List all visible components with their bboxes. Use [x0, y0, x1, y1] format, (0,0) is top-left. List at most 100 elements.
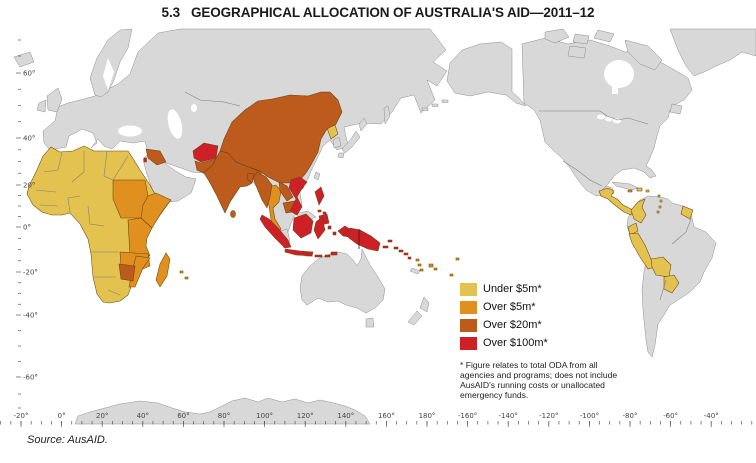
- legend-swatch-over100m: [460, 336, 477, 350]
- region-fiji: [433, 267, 438, 271]
- legend-item-over100m: Over $100m*: [460, 336, 548, 350]
- legend-item-over20m: Over $20m*: [460, 318, 548, 332]
- region-ireland: [36, 99, 47, 113]
- lon-axis-label: -100°: [580, 412, 599, 420]
- region-newfoundland: [669, 103, 683, 115]
- region-vanuatu: [419, 268, 424, 272]
- caspian-sea: [167, 109, 183, 139]
- legend-label: Under $5m*: [483, 283, 542, 295]
- region-iraq: [145, 148, 167, 166]
- region-reunion: [184, 276, 189, 280]
- region-vanuatu: [415, 258, 420, 262]
- aleutian-islands: [431, 103, 439, 107]
- lesser-antilles: [657, 194, 661, 198]
- lat-axis-label: 40°: [23, 135, 35, 143]
- region-zimbabwe: [118, 263, 136, 282]
- lon-axis-label: 40°: [137, 412, 149, 420]
- region-solomon-islands: [403, 252, 409, 256]
- lon-axis-label: -20°: [14, 412, 29, 420]
- region-scandinavia: [89, 28, 133, 98]
- region-baffin: [624, 39, 663, 71]
- legend-swatch-over20m: [460, 318, 477, 332]
- lon-axis-label: -40°: [704, 412, 719, 420]
- region-myanmar: [252, 171, 273, 209]
- region-cuba: [611, 181, 639, 191]
- legend-swatch-over5m: [460, 300, 477, 314]
- region-new-caledonia: [409, 267, 421, 275]
- lat-axis-label: -40°: [23, 312, 38, 320]
- lon-axis-label: -120°: [539, 412, 558, 420]
- region-lesser-sundas: [305, 253, 313, 257]
- latitude-axis: 60° 40° 20° 0° -20° -40° -60°: [16, 39, 38, 409]
- legend-label: Over $20m*: [483, 319, 542, 331]
- figure-title: 5.3 GEOGRAPHICAL ALLOCATION OF AUSTRALIA…: [161, 5, 595, 20]
- region-south-korea: [332, 136, 342, 149]
- region-uk: [46, 87, 63, 113]
- region-taiwan: [313, 171, 321, 181]
- region-vanuatu: [417, 263, 422, 267]
- region-solomon-islands: [393, 246, 399, 250]
- region-mauritius: [179, 270, 184, 274]
- region-indonesia-sulawesi: [313, 216, 326, 240]
- region-ethiopia-somalia: [140, 192, 172, 229]
- region-puerto-rico: [645, 189, 650, 193]
- region-palestinian-territories: [143, 157, 147, 163]
- region-australia: [299, 248, 386, 314]
- great-lakes: [605, 116, 613, 122]
- region-solomon-islands: [407, 256, 412, 260]
- lon-axis-label: -140°: [499, 412, 518, 420]
- region-bangladesh: [246, 172, 255, 184]
- lesser-antilles: [656, 210, 660, 214]
- region-hispaniola: [636, 187, 643, 192]
- region-philippines-visayas: [317, 209, 322, 213]
- legend-label: Over $5m*: [483, 301, 536, 313]
- great-lakes: [613, 118, 621, 124]
- arctic-islands: [544, 28, 615, 59]
- lon-axis-label: 60°: [177, 412, 189, 420]
- lat-axis-label: 20°: [23, 182, 35, 190]
- legend-swatch-under5m: [460, 282, 477, 296]
- region-samoa: [455, 257, 460, 261]
- region-arabia: [142, 153, 197, 204]
- lon-axis-label: 180°: [419, 412, 436, 420]
- region-fiji: [428, 263, 434, 268]
- region-antarctica: [74, 397, 371, 425]
- lon-axis-label: 80°: [218, 412, 230, 420]
- lon-axis-label: 100°: [256, 412, 273, 420]
- region-guyana-suriname: [680, 205, 694, 220]
- region-indonesia-kalimantan: [292, 213, 314, 239]
- aleutian-islands: [421, 107, 429, 111]
- region-central-america: [598, 187, 634, 216]
- region-sakhalin: [383, 105, 391, 125]
- region-timor-leste: [330, 251, 338, 256]
- lon-axis-label: 120°: [297, 412, 314, 420]
- lon-axis-label: 0°: [58, 412, 66, 420]
- aral-sea: [191, 104, 197, 112]
- region-indonesia-moluccas: [332, 231, 337, 236]
- james-bay: [612, 84, 618, 94]
- region-colombia: [630, 198, 647, 224]
- lat-axis-label: 0°: [23, 224, 31, 232]
- map-legend: Under $5m* Over $5m* Over $20m* Over $100m*: [460, 282, 548, 354]
- source-note: Source: AusAID.: [27, 434, 108, 446]
- region-ecuador: [627, 222, 639, 236]
- region-indonesia-sumatra: [259, 214, 292, 249]
- region-new-britain: [382, 245, 389, 249]
- region-vietnam: [288, 176, 308, 216]
- legend-footnote: * Figure relates to total ODA from all a…: [460, 360, 618, 401]
- aleutian-islands: [441, 99, 449, 103]
- region-indonesia-moluccas: [327, 225, 332, 230]
- country-borders: [35, 91, 692, 301]
- lon-axis-label: 140°: [337, 412, 354, 420]
- lon-axis-label: 160°: [378, 412, 395, 420]
- region-alaska: [446, 41, 527, 107]
- region-new-zealand: [407, 296, 430, 326]
- lesser-antilles: [659, 199, 663, 203]
- lat-axis-label: -20°: [23, 269, 38, 277]
- legend-item-under5m: Under $5m*: [460, 282, 548, 296]
- lon-axis-label: -160°: [458, 412, 477, 420]
- legend-label: Over $100m*: [483, 337, 548, 349]
- region-iceland: [13, 51, 35, 68]
